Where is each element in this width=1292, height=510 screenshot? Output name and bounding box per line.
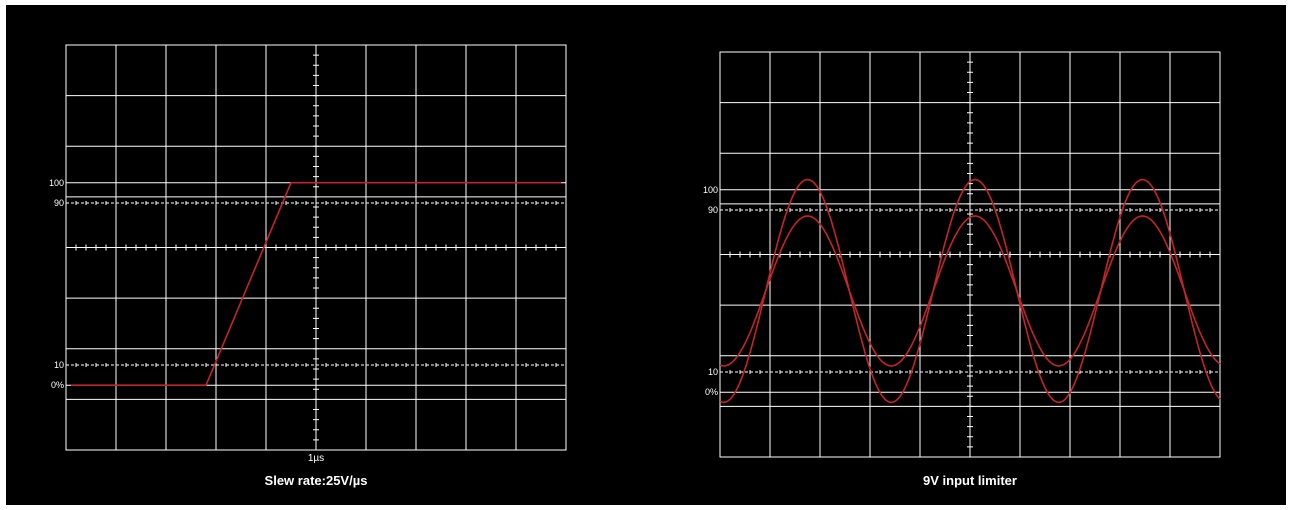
- input-limiter-scope: 100 90 10 0%: [703, 51, 1221, 458]
- trace-series-2: [719, 215, 1221, 367]
- slew-rate-scope: 100 90 10 0% 1µs: [49, 44, 567, 464]
- y-tick-label: 100: [702, 184, 718, 195]
- figure-frame: 100 90 10 0% 1µs Slew rate:25V/µs 100 90 10 0% …: [6, 5, 1286, 505]
- y-tick-label: 0%: [50, 380, 64, 391]
- y-tick-label: 10: [707, 366, 718, 377]
- x-tick-label: 1µs: [307, 453, 325, 464]
- input-limiter-caption: 9V input limiter: [923, 473, 1017, 488]
- y-tick-label: 10: [53, 359, 64, 370]
- slew-rate-plot: [65, 44, 567, 451]
- y-tick-label: 0%: [704, 387, 718, 398]
- trace-series-1: [71, 181, 561, 386]
- input-limiter-plot: [719, 51, 1221, 458]
- trace-series-1: [719, 178, 1221, 404]
- slew-rate-caption: Slew rate:25V/µs: [264, 473, 368, 488]
- y-tick-label: 90: [53, 197, 64, 208]
- y-tick-label: 100: [48, 177, 64, 188]
- y-tick-label: 90: [707, 204, 718, 215]
